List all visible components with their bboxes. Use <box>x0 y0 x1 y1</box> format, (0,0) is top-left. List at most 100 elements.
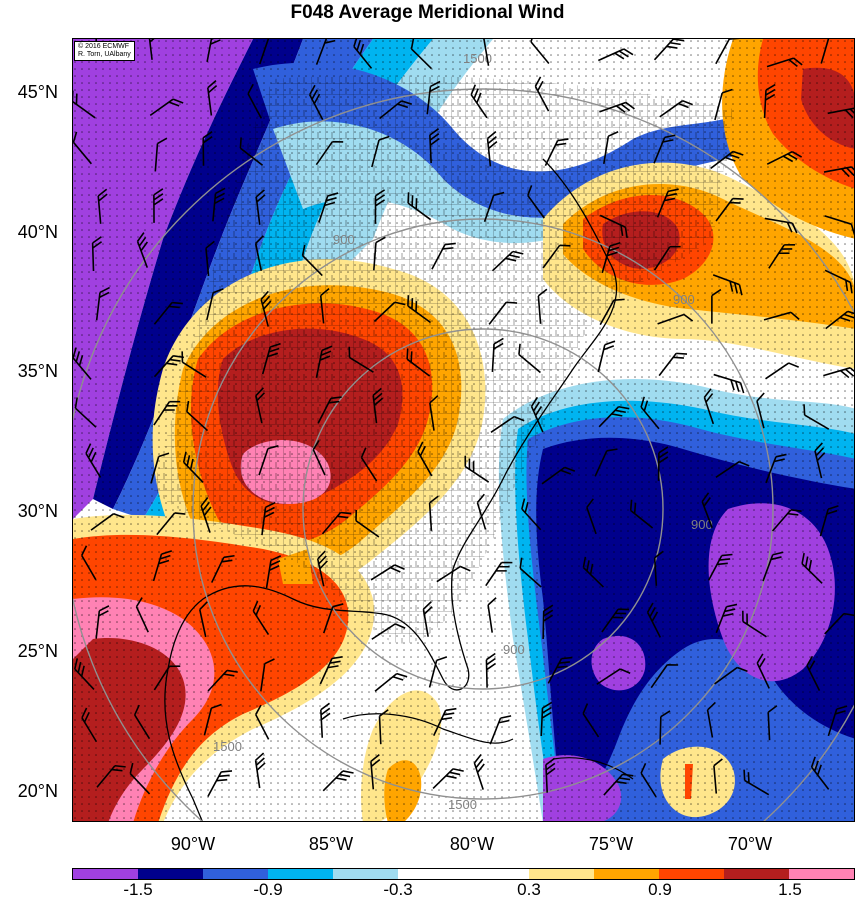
wind-barb <box>91 236 103 272</box>
wind-barb <box>659 99 693 118</box>
wind-barb <box>640 762 657 798</box>
lat-label: 25°N <box>17 641 58 661</box>
wind-barb <box>150 452 170 484</box>
wind-barb <box>152 550 173 582</box>
wind-barb <box>742 610 767 638</box>
wind-barb <box>95 286 110 321</box>
ring-label: 900 <box>503 642 525 657</box>
wind-barb <box>255 189 266 225</box>
wind-barb <box>519 557 542 588</box>
wind-barb <box>763 83 776 119</box>
wind-barb <box>819 505 839 537</box>
wind-barb <box>823 166 854 178</box>
wind-barb <box>653 134 676 164</box>
wind-barb <box>594 448 618 477</box>
credit-box: © 2016 ECMWF R. Torn, UAlbany <box>74 41 135 61</box>
wind-barb <box>322 770 354 792</box>
wind-barb <box>182 451 204 484</box>
lat-label: 30°N <box>17 501 58 521</box>
wind-barb <box>820 39 840 64</box>
wind-barb <box>260 658 275 692</box>
wind-barb <box>582 703 600 738</box>
meridional-wind-field: 1500 900 900 900 900 1500 1500 <box>73 39 854 821</box>
wind-barb <box>153 301 183 325</box>
wind-barb <box>74 397 97 428</box>
wind-barb <box>657 313 694 325</box>
wind-barb <box>476 493 487 530</box>
colorbar <box>72 868 855 880</box>
colorbar-swatch <box>333 869 399 879</box>
wind-barb <box>599 101 635 113</box>
wind-barb <box>85 443 102 478</box>
wind-barb <box>545 757 556 793</box>
wind-barb <box>426 80 441 115</box>
wind-barb <box>301 244 323 277</box>
colorbar-label: 0.3 <box>517 880 541 899</box>
wind-barb <box>629 499 654 529</box>
wind-barb <box>715 197 744 222</box>
wind-barb <box>436 565 471 583</box>
wind-barb <box>261 501 276 536</box>
wind-barb <box>603 130 619 164</box>
wind-barb <box>205 240 215 277</box>
wind-barb <box>824 215 854 235</box>
colorbar-swatch <box>593 869 659 879</box>
ring-label: 1500 <box>448 797 477 812</box>
wind-barb <box>207 770 233 797</box>
wind-barb <box>135 597 149 633</box>
wind-barb <box>153 355 184 378</box>
wind-barb <box>765 453 787 484</box>
wind-barb <box>259 39 280 65</box>
wind-barb <box>254 235 264 272</box>
wind-barb <box>422 601 433 637</box>
ring-label: 1500 <box>213 739 242 754</box>
wind-barb <box>431 242 456 270</box>
colorbar-swatch <box>528 869 594 879</box>
wind-barb <box>202 131 213 166</box>
wind-barb <box>766 57 803 68</box>
wind-barb <box>485 652 496 688</box>
wind-barb <box>95 605 110 639</box>
wind-barb <box>764 217 798 234</box>
wind-barb <box>309 84 324 120</box>
wind-barb <box>657 446 669 481</box>
wind-barb <box>827 107 854 119</box>
wind-barb <box>540 701 553 737</box>
wind-barb <box>319 288 330 324</box>
wind-barb <box>827 705 848 737</box>
distance-rings <box>73 88 854 821</box>
wind-barb <box>96 764 126 788</box>
lat-label: 45°N <box>17 82 58 102</box>
wind-barb <box>489 715 512 745</box>
wind-barb <box>90 512 125 531</box>
wind-barb <box>658 352 688 377</box>
wind-barb <box>713 373 745 394</box>
lat-label: 20°N <box>17 781 58 801</box>
wind-barb <box>715 603 738 634</box>
wind-barb <box>186 400 209 432</box>
wind-barb <box>153 400 181 426</box>
wind-barb <box>261 342 281 375</box>
wind-barb <box>483 191 505 223</box>
colorbar-swatch <box>658 869 724 879</box>
wind-barb <box>597 340 616 373</box>
wind-barb <box>601 241 621 274</box>
wind-barb <box>768 243 795 269</box>
wind-barb <box>542 244 571 269</box>
wind-barb <box>81 707 98 743</box>
wind-barb <box>370 753 381 790</box>
wind-barb <box>153 188 164 223</box>
wind-barb <box>320 702 331 738</box>
wind-barb <box>429 395 439 431</box>
wind-barb <box>315 140 344 166</box>
colorbar-swatch <box>203 869 269 879</box>
colorbar-label: 1.5 <box>778 880 802 899</box>
wind-barb <box>207 669 238 692</box>
wind-barb <box>374 672 408 692</box>
wind-barb <box>743 769 770 796</box>
colorbar-swatch <box>463 869 529 879</box>
cuba-outline <box>342 713 514 744</box>
wind-barb <box>656 188 679 218</box>
wind-barb <box>712 274 743 296</box>
wind-barb <box>756 653 770 689</box>
